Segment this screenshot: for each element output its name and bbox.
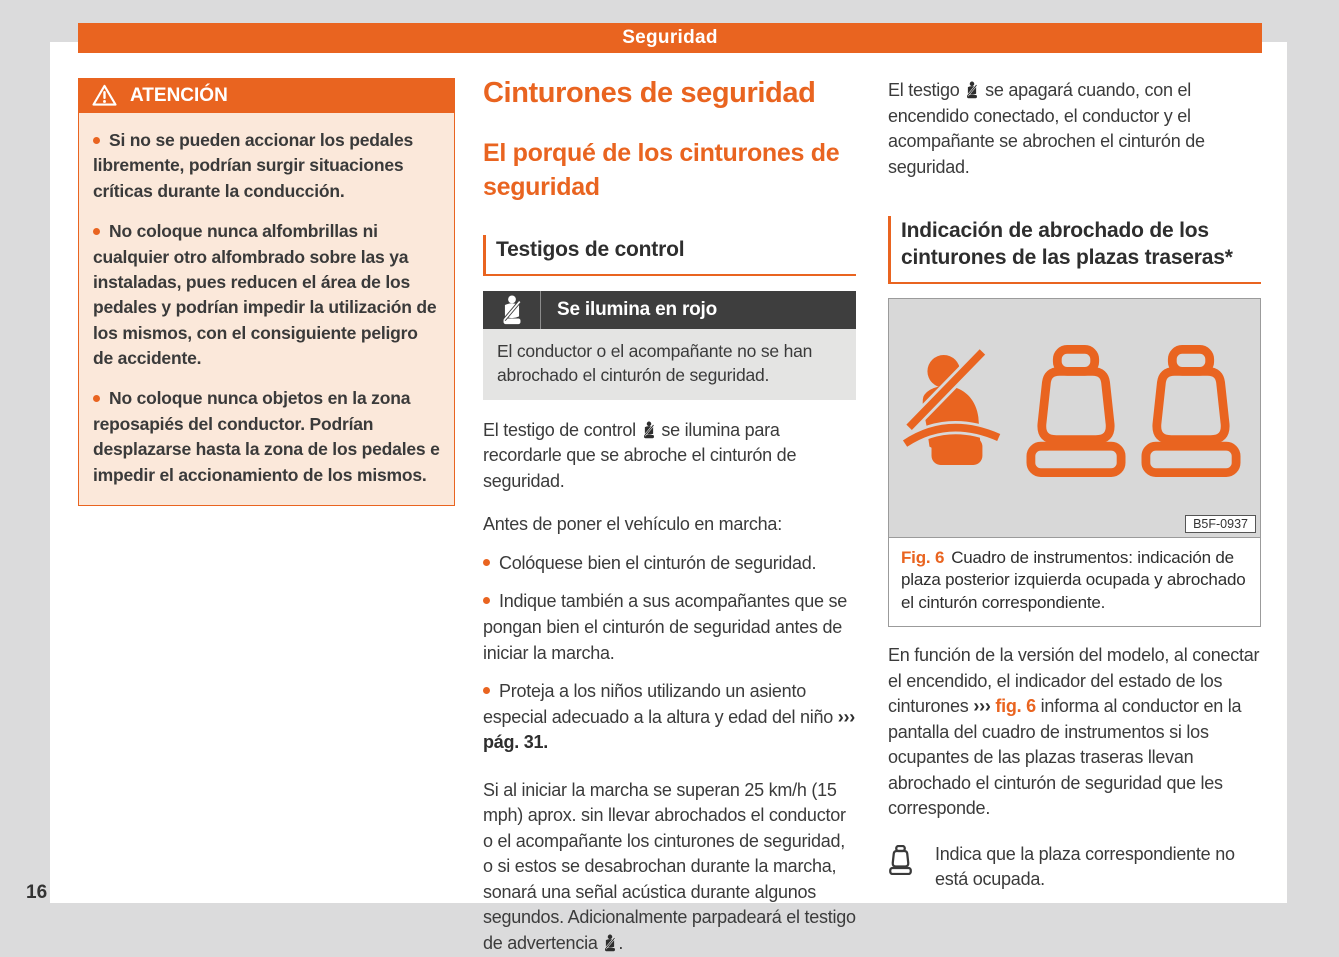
empty-seat-icon (889, 844, 912, 875)
chapter-title: Seguridad (622, 27, 718, 48)
list-item-text: Proteja a los niños utilizando un asient… (483, 681, 834, 727)
legend-item: Indica que la plaza correspondiente no e… (888, 842, 1261, 893)
figure-label: Fig. 6 (901, 547, 945, 567)
figure-reference: fig. 6 (995, 696, 1036, 717)
empty-seat-icon (1026, 344, 1125, 477)
warning-item: Si no se pueden accionar los pedales lib… (93, 128, 440, 204)
warning-triangle-icon (92, 84, 117, 106)
bullet-icon (483, 558, 490, 566)
paragraph-text: se apagará cuando, con el encendido cone… (888, 80, 1205, 177)
warning-box: ATENCIÓN Si no se pueden accionar los pe… (78, 78, 455, 506)
list-item-text: Indique también a sus acompañantes que s… (483, 591, 847, 663)
warning-item-text: No coloque nunca objetos en la zona repo… (93, 388, 440, 485)
figure-code-label: B5F-0937 (1185, 514, 1256, 533)
seatbelt-warning-icon (966, 81, 978, 99)
legend-item-text: Indica que la plaza correspondiente no e… (935, 843, 1235, 890)
bullet-icon (483, 687, 490, 695)
warning-item: No coloque nunca objetos en la zona repo… (93, 386, 440, 488)
left-column: ATENCIÓN Si no se pueden accionar los pe… (78, 78, 455, 506)
empty-seat-icon (1141, 344, 1241, 477)
warning-box-header: ATENCIÓN (78, 78, 455, 113)
paragraph-text: se ilumina para recordarle que se abroch… (483, 419, 797, 491)
bullet-icon (93, 137, 100, 144)
indicator-lamp-label: Se ilumina en rojo (557, 298, 718, 320)
paragraph-text: El testigo (888, 80, 960, 100)
paragraph-text: En función de la versión del modelo, al … (888, 645, 1260, 717)
subsection-title: Indicación de abrochado de los cinturone… (888, 216, 1261, 284)
warning-item: No coloque nunca alfombrillas ni cualqui… (93, 219, 440, 371)
paragraph-text: informa al conductor en la pantalla del … (888, 696, 1242, 819)
list-item: Indique también a sus acompañantes que s… (483, 589, 856, 666)
list-item: Colóquese bien el cinturón de seguridad. (483, 551, 856, 577)
seatbelt-warning-icon (605, 934, 616, 952)
bullet-icon (93, 395, 100, 403)
chapter-header-bar: Seguridad (78, 23, 1262, 53)
paragraph-text: . (618, 932, 624, 953)
reference-chevrons: ››› (973, 696, 991, 717)
list-item-text: Colóquese bien el cinturón de seguridad. (499, 552, 817, 573)
warning-item-text: Si no se pueden accionar los pedales lib… (93, 130, 414, 201)
subsection-title: Testigos de control (483, 235, 856, 276)
paragraph-text: Si al iniciar la marcha se superan 25 km… (483, 779, 856, 953)
right-column: El testigo se apagará cuando, con el enc… (888, 78, 1261, 893)
warning-item-text: No coloque nunca alfombrillas ni cualqui… (93, 221, 437, 368)
indicator-description: El conductor o el acompañante no se han … (483, 328, 856, 400)
paragraph: El testigo se apagará cuando, con el enc… (888, 78, 1261, 180)
figure-caption-text: Cuadro de instrumentos: indicación de pl… (901, 547, 1246, 612)
seatbelt-warning-icon (643, 421, 654, 438)
paragraph: Si al iniciar la marcha se superan 25 km… (483, 778, 856, 957)
list-item: Proteja a los niños utilizando un asient… (483, 679, 856, 756)
indicator-icon-cell (483, 290, 541, 329)
warning-box-title: ATENCIÓN (130, 84, 228, 106)
page-title: Cinturones de seguridad (483, 77, 816, 109)
figure-6-image: B5F-0937 (888, 297, 1261, 538)
figure-caption: Fig. 6 Cuadro de instrumentos: indicación… (888, 537, 1261, 628)
paragraph: Antes de poner el vehículo en marcha: (483, 514, 782, 535)
seatbelt-warning-icon (502, 295, 521, 324)
paragraph: En función de la versión del modelo, al … (888, 643, 1261, 822)
bullet-list: Colóquese bien el cinturón de seguridad.… (483, 551, 856, 756)
bullet-icon (93, 228, 100, 236)
page-reference: ››› pág. 31. (483, 706, 856, 753)
warning-box-body: Si no se pueden accionar los pedales lib… (78, 113, 455, 506)
bullet-icon (483, 597, 490, 605)
paragraph-text: El testigo de control (483, 419, 636, 440)
middle-column: Cinturones de seguridad El porqué de los… (483, 77, 856, 957)
paragraph: El testigo de control se ilumina para re… (483, 418, 856, 495)
section-title: El porqué de los cinturones de seguridad (483, 138, 840, 201)
occupied-belted-seat-icon (902, 347, 1002, 465)
page-number: 16 (26, 882, 48, 903)
indicator-lamp-bar: Se ilumina en rojo (483, 290, 856, 329)
